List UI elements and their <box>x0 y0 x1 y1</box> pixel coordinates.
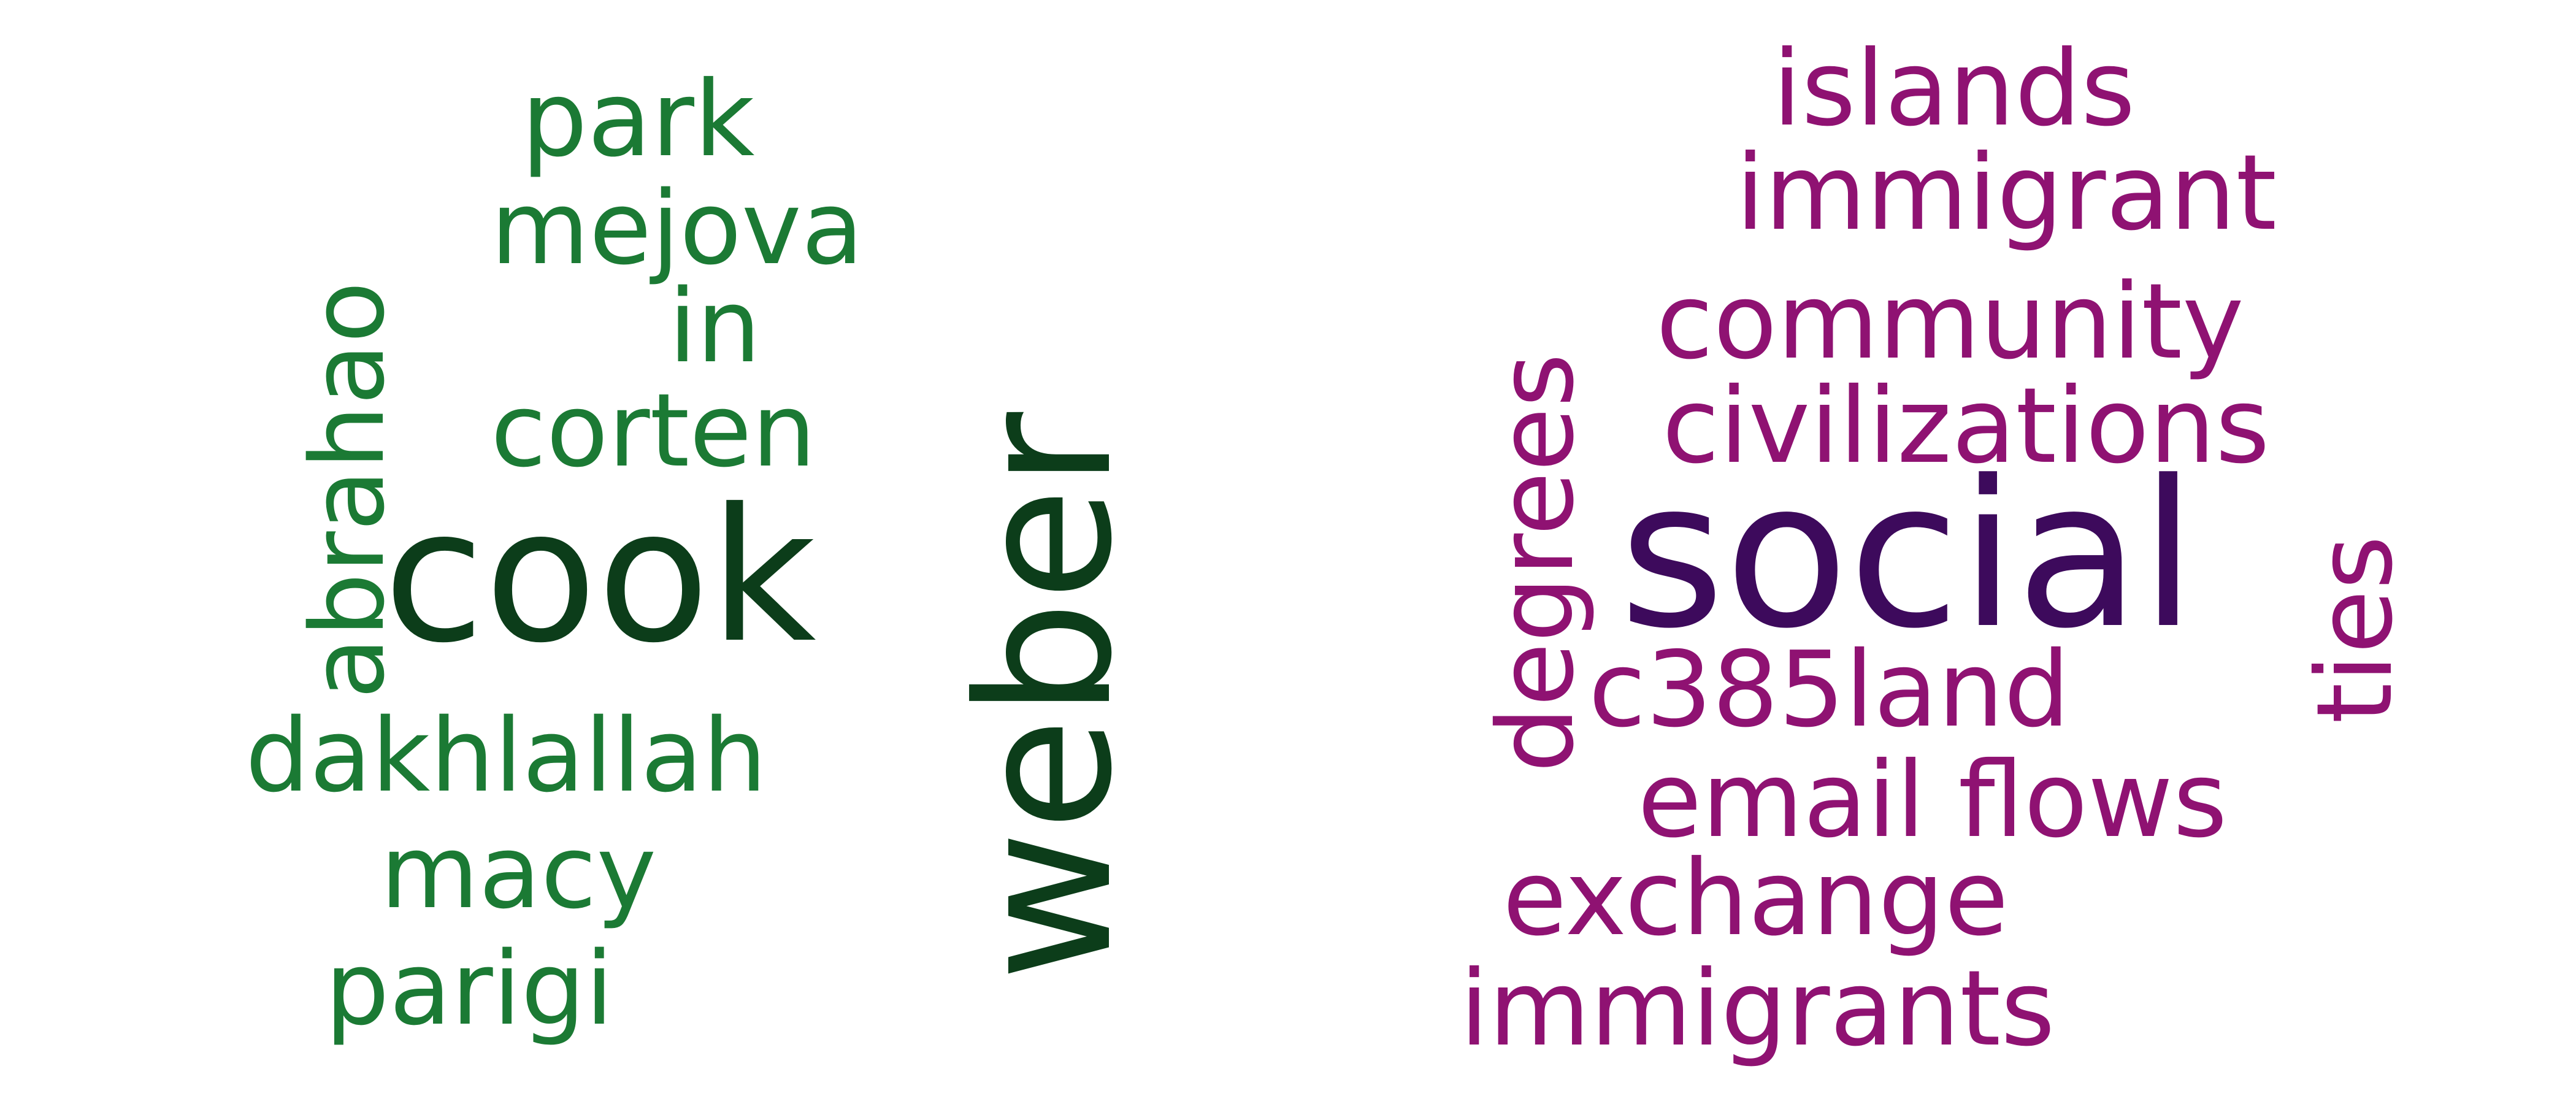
word-immigrants: immigrants <box>1460 948 2055 1070</box>
word-parigi: parigi <box>325 930 614 1048</box>
word-corten: corten <box>491 372 816 489</box>
word-degrees: degrees <box>1476 353 1597 773</box>
word-immigrant: immigrant <box>1736 132 2277 254</box>
word-social: social <box>1619 437 2196 673</box>
word-cook: cook <box>383 469 816 683</box>
word-in: in <box>669 267 761 385</box>
word-community: community <box>1656 261 2244 383</box>
word-c385land: c385land <box>1589 629 2071 751</box>
word-macy: macy <box>380 813 657 931</box>
word-civilizations: civilizations <box>1662 366 2270 487</box>
word-email-flows: email flows <box>1638 740 2228 861</box>
word-weber: weber <box>938 412 1152 981</box>
word-dakhlallah: dakhlallah <box>245 697 767 815</box>
word-islands: islands <box>1773 28 2136 150</box>
word-exchange: exchange <box>1503 838 2009 959</box>
word-ties: ties <box>2294 535 2416 724</box>
word-park: park <box>521 59 755 180</box>
word-abrahao: abrahao <box>289 281 407 699</box>
word-mejova: mejova <box>491 169 864 287</box>
